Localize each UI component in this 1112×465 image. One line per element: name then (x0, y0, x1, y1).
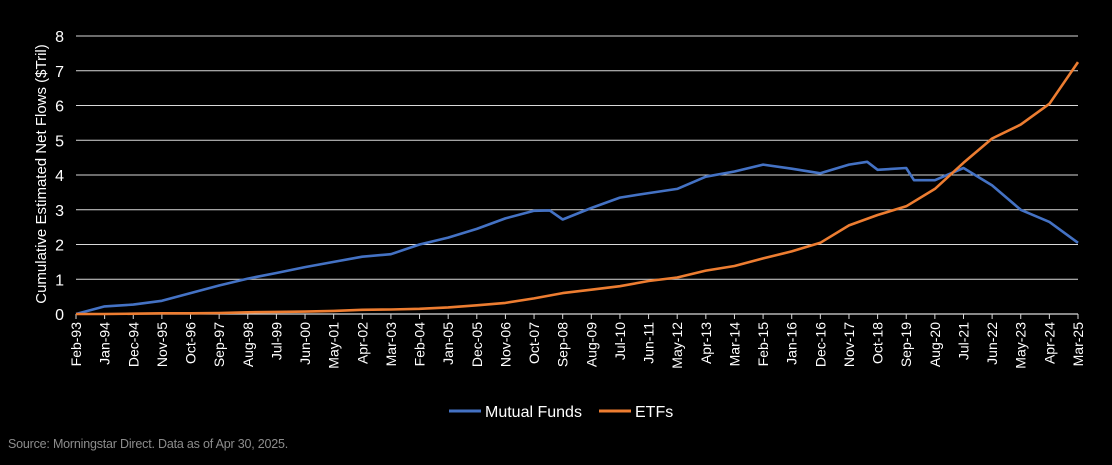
y-tick-label: 8 (55, 29, 64, 46)
x-tick-label: May-23 (1013, 322, 1029, 369)
legend: Mutual Funds ETFs (449, 404, 673, 421)
x-tick-label: Apr-02 (354, 322, 370, 364)
series-lines (75, 61, 1080, 316)
x-tick-label: Mar-25 (1070, 322, 1086, 367)
x-tick-label: Jan-16 (784, 322, 800, 365)
x-tick-label: Nov-06 (497, 322, 513, 367)
y-tick-label: 5 (55, 133, 64, 150)
x-tick-label: Jun-00 (297, 322, 313, 365)
x-tick-label: Sep-08 (555, 322, 571, 367)
x-tick-label: Sep-97 (211, 322, 227, 367)
y-tick-label: 4 (55, 168, 64, 185)
x-tick-label: May-12 (669, 322, 685, 369)
x-tick-label: May-01 (326, 322, 342, 369)
y-tick-label: 6 (55, 99, 64, 116)
x-tick-label: Oct-18 (870, 322, 886, 364)
x-tick-label: Feb-04 (412, 322, 428, 367)
x-tick-label: Aug-98 (240, 322, 256, 367)
x-tick-label: Jun-22 (984, 322, 1000, 365)
series-line-mutual-funds (75, 160, 1079, 316)
x-tick-labels: Feb-93 Jan-94 Dec-94 Nov-95 Oct-96 Sep-97 Aug-… (68, 314, 1086, 369)
x-tick-label: Dec-94 (125, 322, 141, 367)
x-tick-label: Jul-99 (268, 322, 284, 360)
x-tick-label: Apr-24 (1041, 322, 1057, 364)
x-tick-label: Jan-05 (440, 322, 456, 365)
x-tick-label: Dec-05 (469, 322, 485, 367)
x-tick-label: Aug-09 (583, 322, 599, 367)
y-tick-label: 7 (55, 64, 64, 81)
y-tick-label: 1 (55, 272, 64, 289)
y-axis-label: Cumulative Estimated Net Flows ($Tril) (33, 44, 50, 304)
x-tick-label: Jun-11 (641, 322, 657, 364)
x-tick-label: Jan-94 (97, 322, 113, 365)
y-tick-label: 0 (55, 307, 64, 324)
gridlines (76, 35, 1078, 315)
x-tick-label: Mar-03 (383, 322, 399, 367)
legend-label: ETFs (635, 404, 673, 421)
x-tick-label: Feb-15 (755, 322, 771, 367)
y-tick-label: 3 (55, 203, 64, 220)
y-tick-label: 2 (55, 238, 64, 255)
x-tick-label: Jul-21 (955, 322, 971, 360)
x-tick-label: Nov-95 (154, 322, 170, 367)
series-line-etfs (76, 61, 1080, 316)
y-tick-labels: 0 1 2 3 4 5 6 7 8 (55, 29, 64, 324)
source-note: Source: Morningstar Direct. Data as of A… (8, 437, 289, 451)
x-tick-label: Sep-19 (898, 322, 914, 367)
x-tick-label: Jul-10 (612, 322, 628, 360)
x-tick-label: Dec-16 (812, 322, 828, 367)
x-tick-label: Aug-20 (927, 322, 943, 367)
legend-label: Mutual Funds (485, 404, 582, 421)
x-tick-label: Nov-17 (841, 322, 857, 367)
x-tick-label: Feb-93 (68, 322, 84, 367)
x-tick-label: Apr-13 (698, 322, 714, 364)
x-tick-label: Oct-07 (526, 322, 542, 364)
x-tick-label: Oct-96 (183, 322, 199, 364)
x-tick-label: Mar-14 (726, 322, 742, 367)
